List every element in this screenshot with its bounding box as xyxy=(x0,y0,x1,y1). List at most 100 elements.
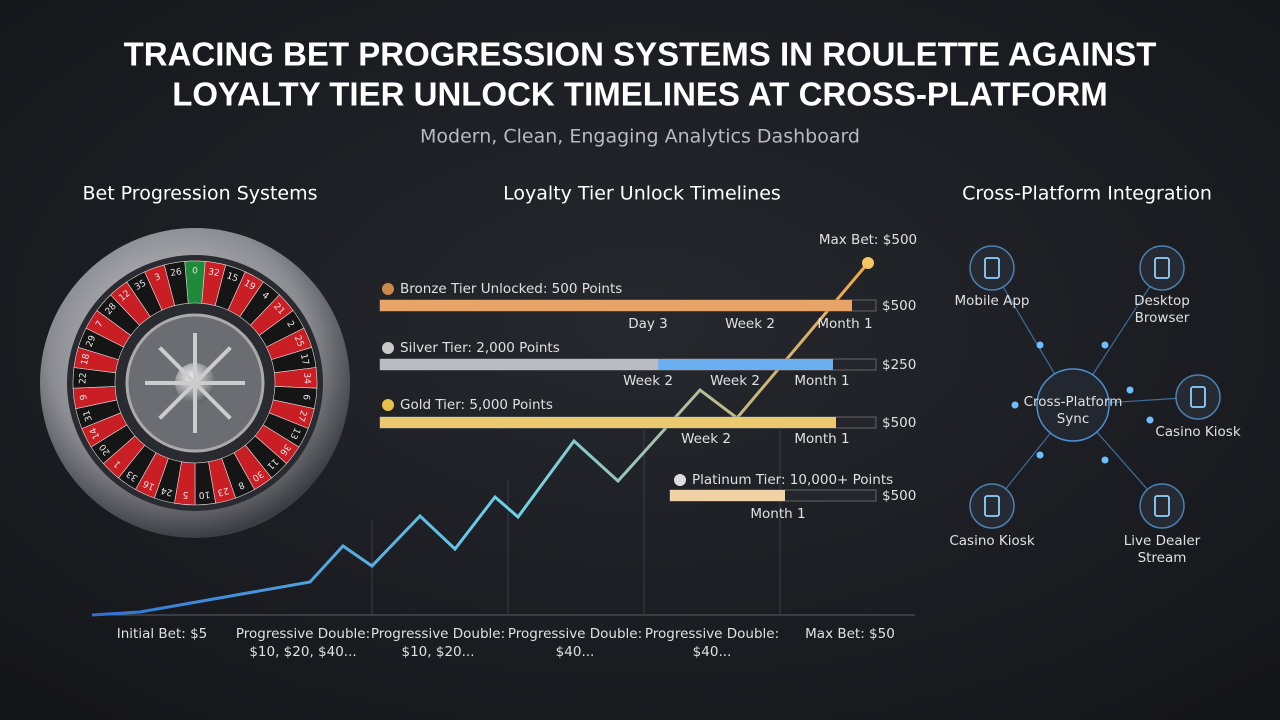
progression-line xyxy=(91,262,870,617)
wheel-number: 19 xyxy=(242,279,257,293)
wheel-number: 14 xyxy=(88,426,102,441)
wheel-number: 26 xyxy=(170,267,183,279)
node-dot xyxy=(1101,456,1109,464)
node-icon xyxy=(1154,257,1170,279)
tier-fill xyxy=(380,300,852,311)
node xyxy=(969,483,1015,529)
milestone: Day 3 xyxy=(628,316,668,332)
tier-amount: $500 xyxy=(882,298,916,314)
wheel-number: 5 xyxy=(182,489,189,499)
end-point xyxy=(862,257,874,269)
wheel-number: 23 xyxy=(216,485,230,498)
node xyxy=(1175,374,1221,420)
x-label: $10, $20... xyxy=(402,644,475,660)
node-label: Casino Kiosk xyxy=(949,533,1034,549)
milestone: Week 2 xyxy=(623,373,673,389)
node xyxy=(969,245,1015,291)
tier-amount: $250 xyxy=(882,357,916,373)
subtitle: Modern, Clean, Engaging Analytics Dashbo… xyxy=(420,126,860,148)
x-label: Initial Bet: $5 xyxy=(117,626,208,642)
milestone: Week 2 xyxy=(725,316,775,332)
tier-label: Silver Tier: 2,000 Points xyxy=(400,340,560,356)
tier-amount: $500 xyxy=(882,488,916,504)
tiers: Bronze Tier Unlocked: 500 Points $500 Day … xyxy=(117,281,917,660)
x-label: $40... xyxy=(556,644,595,660)
wheel-number: 8 xyxy=(236,479,246,491)
annotation: Max Bet: $500 xyxy=(819,232,917,248)
node xyxy=(1139,483,1185,529)
hub xyxy=(1036,368,1110,442)
tier-icon xyxy=(382,283,394,295)
wheel-number: 4 xyxy=(260,291,271,303)
wheel-number: 31 xyxy=(82,409,95,423)
wheel-number: 17 xyxy=(298,353,310,366)
tier-fill xyxy=(658,359,833,370)
wheel-number: 13 xyxy=(288,426,302,441)
node-icon xyxy=(984,257,1000,279)
node-dot xyxy=(1011,401,1019,409)
section-title: Loyalty Tier Unlock Timelines xyxy=(503,183,781,205)
x-label: Progressive Double: xyxy=(645,626,779,642)
hub-label: Cross-Platform xyxy=(1024,394,1123,410)
wheel-number: 1 xyxy=(112,458,123,469)
wheel-number: 25 xyxy=(292,334,306,348)
tier-icon xyxy=(382,342,394,354)
node-dot xyxy=(1126,386,1134,394)
wheel-number: 7 xyxy=(94,319,106,329)
wheel-number: 16 xyxy=(142,478,157,492)
node-dot xyxy=(1036,451,1044,459)
node-label: Mobile App xyxy=(955,293,1030,309)
wheel-number: 0 xyxy=(192,267,198,277)
milestone: Month 1 xyxy=(794,373,849,389)
node-dot xyxy=(1036,341,1044,349)
wheel-number: 3 xyxy=(153,272,162,283)
milestone: Month 1 xyxy=(794,431,849,447)
roulette-wheel: 32 15194212251734627133611308231052416331… xyxy=(40,228,350,538)
wheel-number: 32 xyxy=(207,267,220,279)
wheel-number: 22 xyxy=(78,372,88,384)
tier-icon xyxy=(674,474,686,486)
wheel-number: 18 xyxy=(80,353,92,367)
node-label: Stream xyxy=(1138,550,1187,566)
x-label: Progressive Double: xyxy=(371,626,505,642)
node-label: Casino Kiosk xyxy=(1155,424,1240,440)
spoke xyxy=(158,346,197,385)
node-dot xyxy=(1146,416,1154,424)
tier-label: Platinum Tier: 10,000+ Points xyxy=(692,472,893,488)
hub-label: Sync xyxy=(1057,411,1090,427)
tier-amount: $500 xyxy=(882,415,916,431)
wheel-number: 24 xyxy=(160,485,174,498)
node-label: Live Dealer xyxy=(1124,533,1201,549)
x-label: $40... xyxy=(693,644,732,660)
node xyxy=(1139,245,1185,291)
chart-area: Max Bet: $500 xyxy=(91,232,917,617)
x-label: Max Bet: $50 xyxy=(805,626,895,642)
milestone: Month 1 xyxy=(817,316,872,332)
node-dot xyxy=(1101,341,1109,349)
wheel-number: 27 xyxy=(295,409,308,423)
title-line: LOYALTY TIER UNLOCK TIMELINES AT CROSS-P… xyxy=(172,76,1108,113)
tier-fill xyxy=(380,417,836,428)
wheel-number: 34 xyxy=(301,372,311,384)
wheel-number: 29 xyxy=(85,334,99,349)
node-label: Desktop xyxy=(1134,293,1190,309)
node-icon xyxy=(1154,495,1170,517)
spoke xyxy=(193,381,232,420)
wheel-number: 6 xyxy=(300,394,311,401)
tier-label: Gold Tier: 5,000 Points xyxy=(400,397,553,413)
milestone: Month 1 xyxy=(750,506,805,522)
wheel-number: 10 xyxy=(198,489,211,500)
milestone: Week 2 xyxy=(710,373,760,389)
x-label: Progressive Double: xyxy=(508,626,642,642)
section-title: Cross-Platform Integration xyxy=(962,183,1212,205)
spoke xyxy=(158,381,197,420)
spoke xyxy=(193,346,232,385)
node-icon xyxy=(1190,386,1206,408)
node-icon xyxy=(984,495,1000,517)
pocket xyxy=(163,261,189,306)
node-label: Browser xyxy=(1135,310,1190,326)
wheel-number: 9 xyxy=(79,393,90,400)
wheel-number: 2 xyxy=(284,319,296,329)
tier-fill xyxy=(380,359,658,370)
tier-label: Bronze Tier Unlocked: 500 Points xyxy=(400,281,622,297)
